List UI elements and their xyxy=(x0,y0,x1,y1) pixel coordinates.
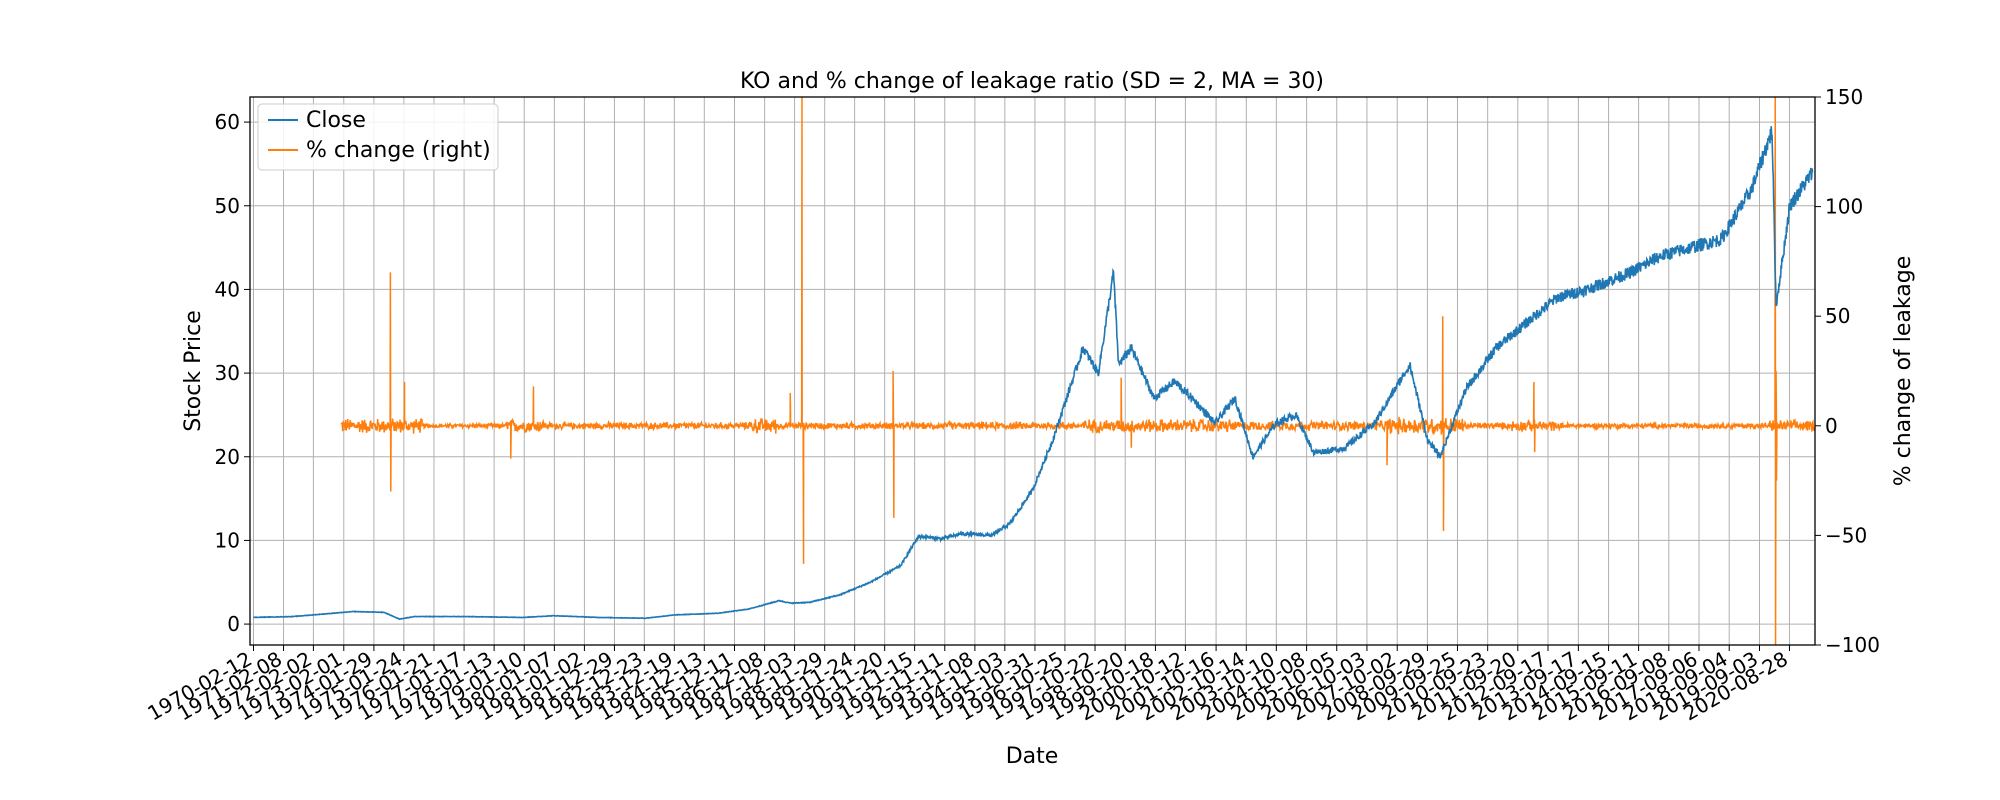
y-axis-label: Stock Price xyxy=(181,310,206,432)
plot-frame xyxy=(249,96,1816,646)
left-axis-ticks: 0 10 20 30 40 50 60 xyxy=(215,110,250,636)
y-tick-label: 0 xyxy=(227,612,240,636)
y-tick-label: 20 xyxy=(215,445,240,469)
legend-frame xyxy=(257,103,499,171)
y-tick-label: 10 xyxy=(215,528,240,552)
close-series xyxy=(253,126,1814,621)
pct-change-line xyxy=(340,96,1816,646)
chart-title: KO and % change of leakage ratio (SD = 2… xyxy=(740,69,1324,94)
y-axis-label-right: % change of leakage xyxy=(1891,256,1916,487)
legend-label-pct: % change (right) xyxy=(306,138,491,163)
y-tick-label: 60 xyxy=(215,110,240,134)
grid-lines xyxy=(250,97,1815,645)
y-right-tick-label: 150 xyxy=(1825,85,1863,109)
pct-change-series xyxy=(340,96,1816,646)
legend-label-close: Close xyxy=(306,108,366,133)
close-line xyxy=(253,126,1814,621)
y-right-tick-label: −100 xyxy=(1825,633,1880,657)
right-axis-ticks: −100 −50 0 50 100 150 xyxy=(1815,85,1880,657)
x-axis-ticks: 1970-02-121971-02-081972-02-021973-02-01… xyxy=(143,645,1792,725)
y-right-tick-label: 0 xyxy=(1825,414,1838,438)
legend: Close % change (right) xyxy=(257,103,499,171)
y-tick-label: 40 xyxy=(215,277,240,301)
x-axis-label: Date xyxy=(1006,744,1059,769)
y-tick-label: 30 xyxy=(215,361,240,385)
y-right-tick-label: 50 xyxy=(1825,304,1850,328)
y-tick-label: 50 xyxy=(215,194,240,218)
y-right-tick-label: −50 xyxy=(1825,523,1867,547)
y-right-tick-label: 100 xyxy=(1825,195,1863,219)
